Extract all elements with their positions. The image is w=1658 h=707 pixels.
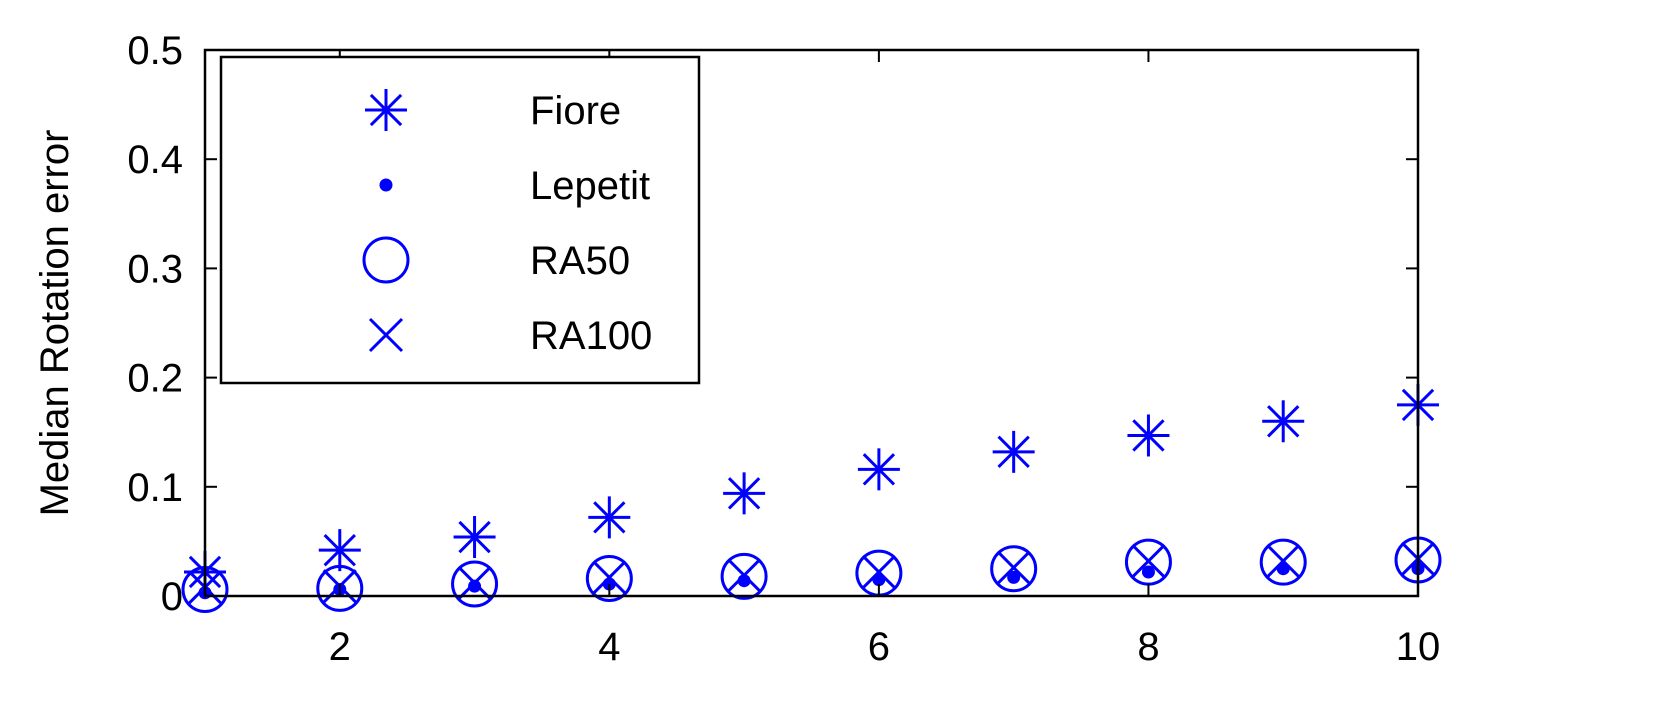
data-point-fiore: [1262, 400, 1305, 443]
circle-shape: [585, 555, 633, 603]
asterisk-stroke: [458, 520, 491, 554]
asterisk-stroke: [862, 453, 896, 486]
data-point-ra50: [720, 552, 768, 600]
x-tick-label: 10: [1396, 625, 1441, 669]
data-point-ra50: [990, 545, 1038, 593]
y-tick-label: 0.5: [127, 29, 183, 73]
series-ra100: [187, 541, 1436, 605]
data-point-ra50: [451, 560, 499, 608]
x-stroke: [592, 560, 627, 595]
asterisk-stroke: [1267, 405, 1300, 438]
asterisk-stroke: [593, 501, 626, 534]
x-stroke: [861, 554, 896, 590]
legend: Fiore Lepetit RA50 RA100: [219, 55, 701, 385]
y-tick-label: 0.3: [127, 247, 183, 291]
series-lepetit: [198, 562, 1425, 600]
data-point-ra100: [1131, 543, 1166, 579]
data-point-lepetit: [468, 579, 482, 593]
legend-marker-lepetit: [379, 178, 393, 192]
legend-marker-ra100: [368, 317, 404, 353]
legend-label-ra50: RA50: [530, 239, 630, 283]
data-point-fiore: [1127, 414, 1170, 457]
legend-label-lepetit: Lepetit: [530, 164, 650, 208]
x-stroke: [1266, 543, 1301, 579]
y-tick-label: 0.1: [127, 466, 183, 510]
data-point-fiore: [588, 496, 631, 539]
y-tick-label: 0.4: [127, 138, 183, 182]
series-ra50: [181, 536, 1442, 613]
data-marks: [181, 383, 1442, 613]
data-point-ra50: [585, 555, 633, 603]
data-point-ra100: [996, 550, 1031, 585]
asterisk-stroke: [997, 435, 1030, 469]
dot-shape: [1007, 570, 1021, 584]
x-tick-label: 2: [329, 625, 351, 669]
asterisk-stroke: [727, 477, 761, 510]
legend-marker-fiore: [365, 89, 407, 131]
data-point-lepetit: [1141, 565, 1155, 579]
asterisk-stroke: [1132, 419, 1165, 452]
data-point-fiore: [453, 516, 496, 559]
legend-box: [219, 55, 701, 385]
circle-shape: [451, 560, 499, 608]
dot-shape: [379, 178, 393, 192]
data-point-ra100: [727, 558, 762, 593]
x-tick-label: 4: [598, 625, 620, 669]
circle-shape: [990, 545, 1038, 593]
data-point-ra100: [457, 565, 492, 600]
data-point-ra50: [316, 564, 364, 612]
circle-shape: [720, 552, 768, 600]
x-stroke: [1131, 543, 1166, 579]
axis-ticks: 2 4 6 8 10 0 0.1 0.2 0.3 0.4 0.5: [127, 29, 1440, 669]
data-point-ra100: [592, 560, 627, 595]
x-tick-label: 6: [868, 625, 890, 669]
x-tick-label: 8: [1137, 625, 1159, 669]
x-stroke: [368, 317, 404, 353]
data-point-fiore: [318, 529, 361, 572]
circle-shape: [316, 564, 364, 612]
data-point-ra100: [861, 554, 896, 590]
y-tick-label: 0: [161, 575, 183, 619]
asterisk-stroke: [369, 93, 403, 127]
y-axis-label: Median Rotation error: [33, 130, 77, 517]
data-point-ra50: [1259, 538, 1307, 586]
dot-shape: [1141, 565, 1155, 579]
plot-frame: [203, 48, 1420, 598]
data-point-ra100: [1266, 543, 1301, 579]
dot-shape: [468, 579, 482, 593]
circle-shape: [1259, 538, 1307, 586]
data-point-fiore: [723, 472, 766, 515]
x-stroke: [727, 558, 762, 593]
legend-label-ra100: RA100: [530, 314, 652, 358]
series-fiore: [184, 383, 1439, 593]
y-tick-label: 0.2: [127, 357, 183, 401]
circle-shape: [362, 236, 410, 284]
x-stroke: [996, 550, 1031, 585]
data-point-fiore: [992, 430, 1035, 473]
legend-label-fiore: Fiore: [530, 89, 621, 133]
data-point-fiore: [857, 448, 900, 491]
x-stroke: [457, 565, 492, 600]
asterisk-stroke: [323, 533, 356, 567]
data-point-lepetit: [1007, 570, 1021, 584]
legend-marker-ra50: [362, 236, 410, 284]
